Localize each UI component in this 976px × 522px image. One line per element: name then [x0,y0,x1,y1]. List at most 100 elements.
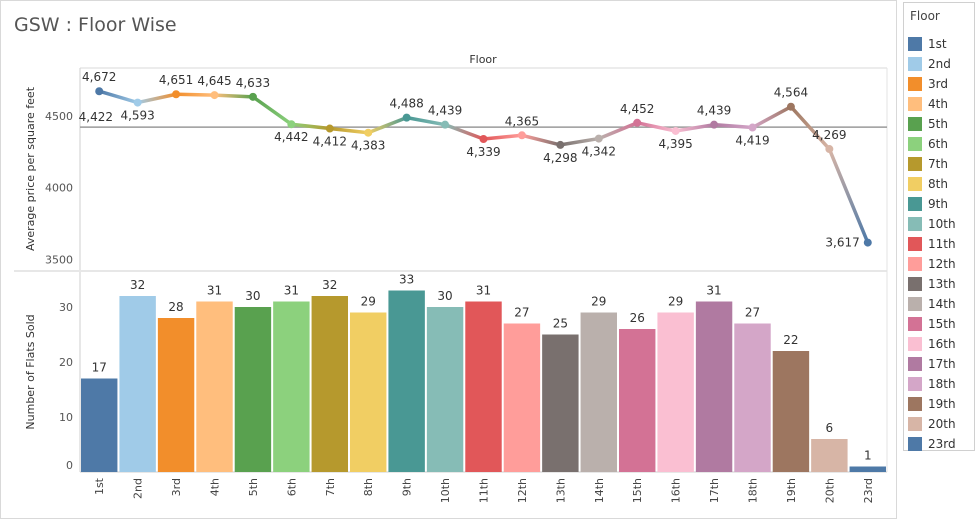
flats-bar[interactable] [619,329,656,472]
flats-bar[interactable] [234,307,272,472]
legend-label: 1st [928,37,947,51]
flats-bar[interactable] [734,323,771,473]
legend-item[interactable]: 23rd [908,435,956,453]
price-line-segment [251,95,294,126]
flats-bar[interactable] [465,301,502,473]
bar-y-tick-label: 10 [59,411,73,424]
legend-item[interactable]: 18th [908,375,956,393]
legend-swatch [908,137,922,151]
price-label: 4,672 [82,70,116,84]
price-label: 4,633 [236,76,270,90]
price-point[interactable] [479,135,488,144]
legend-label: 10th [928,217,956,231]
x-axis-label: 16th [670,478,683,503]
flats-bar[interactable] [811,439,848,472]
bar-y-tick-label: 20 [59,356,73,369]
price-point[interactable] [95,87,104,96]
flats-label: 26 [630,311,645,325]
price-point[interactable] [594,134,603,143]
legend-swatch [908,437,922,451]
flats-bar[interactable] [119,296,156,472]
price-point[interactable] [863,238,872,247]
price-point[interactable] [441,120,450,129]
flats-bar[interactable] [311,296,348,472]
legend-item[interactable]: 8th [908,175,948,193]
legend-item[interactable]: 10th [908,215,956,233]
legend-item[interactable]: 20th [908,415,956,433]
legend-swatch [908,77,922,91]
flats-bar[interactable] [157,318,195,472]
price-point[interactable] [364,128,373,137]
flats-bar[interactable] [695,301,733,473]
legend-item[interactable]: 9th [908,195,948,213]
price-line-segment [328,126,370,135]
legend-item[interactable]: 17th [908,355,956,373]
price-label: 4,412 [313,135,347,149]
price-point[interactable] [517,131,526,140]
legend-item[interactable]: 5th [908,115,948,133]
x-axis-label: 18th [747,478,760,503]
flats-bar[interactable] [772,351,810,472]
flats-bar[interactable] [350,312,387,473]
x-axis-label: 3rd [170,478,183,496]
legend-item[interactable]: 7th [908,155,948,173]
page-title: GSW : Floor Wise [14,14,177,36]
flats-bar[interactable] [503,323,541,473]
legend-label: 20th [928,417,956,431]
legend-swatch [908,357,922,371]
legend-item[interactable]: 1st [908,35,947,53]
price-point[interactable] [710,120,719,129]
flats-bar[interactable] [426,307,464,472]
price-label: 4,488 [389,97,423,111]
legend-swatch [908,117,922,131]
flats-bar[interactable] [580,312,617,473]
flats-bar[interactable] [657,312,694,473]
flats-bar[interactable] [542,334,579,473]
price-point[interactable] [172,90,181,99]
price-line-segment [635,121,678,133]
legend-item[interactable]: 2nd [908,55,951,73]
legend-item[interactable]: 12th [908,255,956,273]
x-axis-label: 9th [401,478,414,496]
legend-swatch [908,377,922,391]
flats-label: 27 [745,306,760,320]
flats-label: 29 [668,295,683,309]
legend-item[interactable]: 11th [908,235,956,253]
price-point[interactable] [287,120,296,129]
flats-label: 1 [864,449,872,463]
legend-label: 7th [928,157,948,171]
legend-item[interactable]: 13th [908,275,956,293]
flats-bar[interactable] [196,301,233,473]
flats-bar[interactable] [849,466,886,473]
price-point[interactable] [633,118,642,127]
price-point[interactable] [402,113,411,122]
floor-legend: Floor 1st 2nd 3rd 4th 5th 6th 7th 8th 9th 10th 11t… [903,2,975,451]
price-point[interactable] [248,92,257,101]
price-point[interactable] [325,124,334,133]
legend-item[interactable]: 3rd [908,75,948,93]
price-point[interactable] [133,98,142,107]
legend-swatch [908,337,922,351]
legend-item[interactable]: 4th [908,95,948,113]
legend-swatch [908,317,922,331]
price-point[interactable] [825,145,834,154]
price-point[interactable] [671,126,680,135]
price-point[interactable] [210,91,219,100]
price-point[interactable] [786,102,795,111]
flats-bar[interactable] [388,290,425,473]
price-point[interactable] [748,123,757,132]
legend-item[interactable]: 14th [908,295,956,313]
legend-label: 2nd [928,57,951,71]
price-label: 4,342 [582,145,616,159]
flats-bar[interactable] [273,301,310,473]
legend-item[interactable]: 15th [908,315,956,333]
legend-item[interactable]: 6th [908,135,948,153]
legend-item[interactable]: 16th [908,335,956,353]
flats-bar[interactable] [81,378,118,473]
price-label: 4,395 [658,137,692,151]
price-point[interactable] [556,140,565,149]
price-line-segment [366,115,409,135]
price-line [97,89,870,245]
legend-item[interactable]: 19th [908,395,956,413]
price-label: 4,593 [120,109,154,123]
